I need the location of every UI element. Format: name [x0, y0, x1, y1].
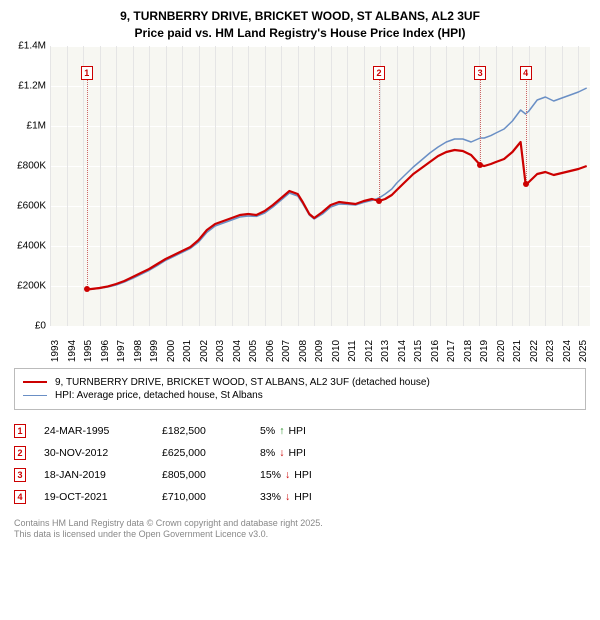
- legend-row: 9, TURNBERRY DRIVE, BRICKET WOOD, ST ALB…: [23, 377, 577, 388]
- event-date: 19-OCT-2021: [44, 491, 144, 503]
- arrow-icon: ↑: [279, 425, 284, 437]
- xtick-label: 2013: [380, 339, 391, 361]
- event-num: 1: [14, 424, 26, 438]
- xtick-label: 2009: [314, 339, 325, 361]
- xtick-label: 2020: [496, 339, 507, 361]
- arrow-icon: ↓: [285, 491, 290, 503]
- event-row: 4 19-OCT-2021 £710,000 33%↓HPI: [14, 486, 586, 508]
- arrow-icon: ↓: [279, 447, 284, 459]
- ytick-label: £0: [0, 320, 46, 331]
- xtick-label: 2004: [232, 339, 243, 361]
- event-delta: 5%↑HPI: [260, 425, 306, 437]
- xtick-label: 2000: [166, 339, 177, 361]
- event-row: 1 24-MAR-1995 £182,500 5%↑HPI: [14, 420, 586, 442]
- ytick-label: £200K: [0, 280, 46, 291]
- xtick-label: 1993: [50, 339, 61, 361]
- legend-swatch: [23, 395, 47, 396]
- sale-dot: [376, 198, 382, 204]
- title-line2: Price paid vs. HM Land Registry's House …: [0, 25, 600, 42]
- xtick-label: 2025: [578, 339, 589, 361]
- sale-marker-3: 3: [474, 66, 486, 80]
- sale-marker-2: 2: [373, 66, 385, 80]
- xtick-label: 1997: [116, 339, 127, 361]
- ytick-label: £1.2M: [0, 80, 46, 91]
- sale-dot: [84, 286, 90, 292]
- ytick-label: £600K: [0, 200, 46, 211]
- xtick-label: 2011: [347, 340, 358, 362]
- xtick-label: 2015: [413, 339, 424, 361]
- event-price: £182,500: [162, 425, 242, 437]
- xtick-label: 2017: [446, 339, 457, 361]
- xtick-label: 2023: [545, 339, 556, 361]
- title-line1: 9, TURNBERRY DRIVE, BRICKET WOOD, ST ALB…: [0, 8, 600, 25]
- xtick-label: 2021: [512, 339, 523, 361]
- event-price: £710,000: [162, 491, 242, 503]
- event-num: 2: [14, 446, 26, 460]
- xtick-label: 2003: [215, 339, 226, 361]
- event-num: 4: [14, 490, 26, 504]
- event-row: 3 18-JAN-2019 £805,000 15%↓HPI: [14, 464, 586, 486]
- xtick-label: 2012: [364, 339, 375, 361]
- event-delta: 33%↓HPI: [260, 491, 312, 503]
- sale-dot: [523, 181, 529, 187]
- event-row: 2 30-NOV-2012 £625,000 8%↓HPI: [14, 442, 586, 464]
- xtick-label: 2002: [199, 339, 210, 361]
- xtick-label: 2001: [182, 339, 193, 361]
- ytick-label: £400K: [0, 240, 46, 251]
- series-line: [87, 142, 587, 290]
- footer: Contains HM Land Registry data © Crown c…: [14, 518, 586, 541]
- event-delta: 15%↓HPI: [260, 469, 312, 481]
- xtick-label: 2007: [281, 339, 292, 361]
- chart-svg: [50, 46, 590, 326]
- xtick-label: 2014: [397, 339, 408, 361]
- xtick-label: 2016: [430, 339, 441, 361]
- series-line: [87, 88, 587, 290]
- xtick-label: 2008: [298, 339, 309, 361]
- xtick-label: 1999: [149, 339, 160, 361]
- sale-marker-1: 1: [81, 66, 93, 80]
- xtick-label: 2019: [479, 339, 490, 361]
- events-table: 1 24-MAR-1995 £182,500 5%↑HPI 2 30-NOV-2012 £6…: [14, 420, 586, 508]
- ytick-label: £1M: [0, 120, 46, 131]
- xtick-label: 2005: [248, 339, 259, 361]
- event-date: 30-NOV-2012: [44, 447, 144, 459]
- event-date: 18-JAN-2019: [44, 469, 144, 481]
- arrow-icon: ↓: [285, 469, 290, 481]
- chart-title: 9, TURNBERRY DRIVE, BRICKET WOOD, ST ALB…: [0, 0, 600, 42]
- event-num: 3: [14, 468, 26, 482]
- sale-marker-4: 4: [520, 66, 532, 80]
- chart-area: £0£200K£400K£600K£800K£1M£1.2M£1.4M19931…: [50, 46, 590, 326]
- ytick-label: £1.4M: [0, 40, 46, 51]
- xtick-label: 2018: [463, 339, 474, 361]
- xtick-label: 2022: [529, 339, 540, 361]
- legend-swatch: [23, 381, 47, 383]
- legend: 9, TURNBERRY DRIVE, BRICKET WOOD, ST ALB…: [14, 368, 586, 410]
- legend-row: HPI: Average price, detached house, St A…: [23, 390, 577, 401]
- sale-dot: [477, 162, 483, 168]
- xtick-label: 1998: [133, 339, 144, 361]
- footer-line2: This data is licensed under the Open Gov…: [14, 529, 586, 541]
- xtick-label: 2010: [331, 339, 342, 361]
- ytick-label: £800K: [0, 160, 46, 171]
- legend-label: 9, TURNBERRY DRIVE, BRICKET WOOD, ST ALB…: [55, 377, 430, 388]
- xtick-label: 1996: [100, 339, 111, 361]
- event-price: £625,000: [162, 447, 242, 459]
- xtick-label: 2006: [265, 339, 276, 361]
- footer-line1: Contains HM Land Registry data © Crown c…: [14, 518, 586, 530]
- xtick-label: 2024: [562, 339, 573, 361]
- legend-label: HPI: Average price, detached house, St A…: [55, 390, 263, 401]
- event-date: 24-MAR-1995: [44, 425, 144, 437]
- xtick-label: 1994: [67, 339, 78, 361]
- xtick-label: 1995: [83, 339, 94, 361]
- event-delta: 8%↓HPI: [260, 447, 306, 459]
- event-price: £805,000: [162, 469, 242, 481]
